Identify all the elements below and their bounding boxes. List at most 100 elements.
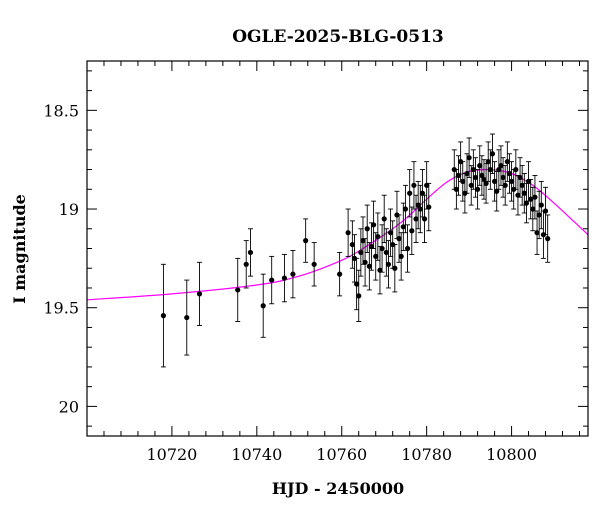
data-point [477, 163, 483, 169]
data-point [496, 166, 502, 173]
data-point [400, 224, 406, 230]
data-point [417, 206, 423, 212]
data-point [500, 174, 506, 181]
data-point [377, 267, 383, 273]
data-point [413, 216, 419, 222]
data-point [184, 314, 190, 321]
data-point [396, 236, 402, 242]
data-point [360, 238, 366, 244]
model-curve [86, 168, 589, 301]
data-point [373, 253, 379, 259]
data-point [366, 263, 372, 269]
data-point [407, 190, 413, 196]
data-point [337, 271, 343, 277]
data-point [398, 253, 404, 259]
y-tick-label: 19 [59, 200, 79, 219]
data-point [472, 174, 479, 181]
data-point [451, 166, 457, 173]
data-point [466, 155, 472, 161]
data-point [362, 259, 368, 265]
data-point [358, 249, 364, 256]
data-point [196, 291, 203, 297]
data-point [508, 178, 515, 184]
x-tick-label: 10760 [316, 445, 367, 464]
data-point [468, 182, 474, 188]
data-point [349, 241, 355, 248]
data-point [160, 313, 167, 319]
data-point [479, 172, 485, 179]
data-point [487, 166, 493, 173]
data-point [534, 230, 540, 236]
data-point [404, 245, 411, 252]
data-point [392, 265, 398, 271]
data-point [394, 212, 400, 218]
data-point [532, 194, 538, 200]
data-point [460, 178, 466, 184]
y-tick-label: 20 [59, 397, 79, 416]
data-point [402, 206, 409, 212]
data-point [494, 188, 500, 194]
data-point [528, 196, 534, 202]
data-point [260, 303, 266, 309]
chart-title: OGLE-2025-BLG-0513 [232, 27, 444, 47]
data-point [481, 176, 487, 183]
tick-labels: 10720 10740 10760 10780 10800 18.5 19 19.5 20 [43, 101, 537, 464]
x-tick-label: 10740 [231, 445, 282, 464]
data-point [489, 151, 496, 157]
x-axis-label: HJD - 2450000 [272, 479, 404, 498]
data-point [311, 261, 317, 267]
data-point [290, 271, 296, 277]
axis-ticks [86, 61, 588, 436]
data-point [506, 170, 513, 177]
data-point [385, 261, 392, 267]
data-point [351, 255, 358, 261]
y-axis-label: I magnitude [10, 194, 29, 304]
data-point [498, 163, 504, 169]
data-point [453, 186, 459, 192]
data-point [281, 275, 288, 281]
x-tick-label: 10780 [401, 445, 452, 464]
data-point [475, 186, 481, 192]
data-point [354, 281, 360, 287]
data-point [387, 230, 394, 236]
data-point [426, 204, 432, 210]
x-tick-label: 10720 [146, 445, 197, 464]
y-tick-label: 18.5 [43, 101, 79, 120]
data-point [538, 202, 544, 208]
data-point [483, 180, 489, 186]
data-point [235, 287, 241, 293]
data-point [521, 190, 527, 196]
data-point [485, 159, 491, 165]
data-point [375, 234, 381, 240]
data-point [458, 159, 464, 165]
data-point [523, 200, 530, 206]
data-point [243, 261, 249, 267]
data-point [540, 232, 547, 238]
data-point [370, 222, 377, 228]
data-point [379, 245, 385, 252]
data-point [247, 249, 254, 256]
data-point [502, 182, 508, 188]
model-curve-layer [86, 168, 589, 301]
data-point [424, 182, 430, 188]
data-point [545, 236, 551, 242]
plot-frame [86, 60, 589, 437]
data-point [525, 178, 532, 184]
data-point [517, 174, 523, 181]
y-tick-label: 19.5 [43, 299, 79, 318]
data-point [381, 216, 387, 222]
data-point [542, 208, 549, 214]
data-point [536, 212, 542, 218]
data-point [303, 238, 309, 244]
data-point [383, 249, 389, 256]
data-point [421, 216, 428, 222]
data-point [530, 206, 536, 212]
data-point-layer [160, 151, 551, 321]
data-point [364, 226, 370, 232]
data-point [415, 202, 421, 208]
data-point [515, 192, 521, 198]
data-point [511, 186, 517, 192]
data-point [504, 159, 510, 165]
data-point [491, 178, 498, 184]
